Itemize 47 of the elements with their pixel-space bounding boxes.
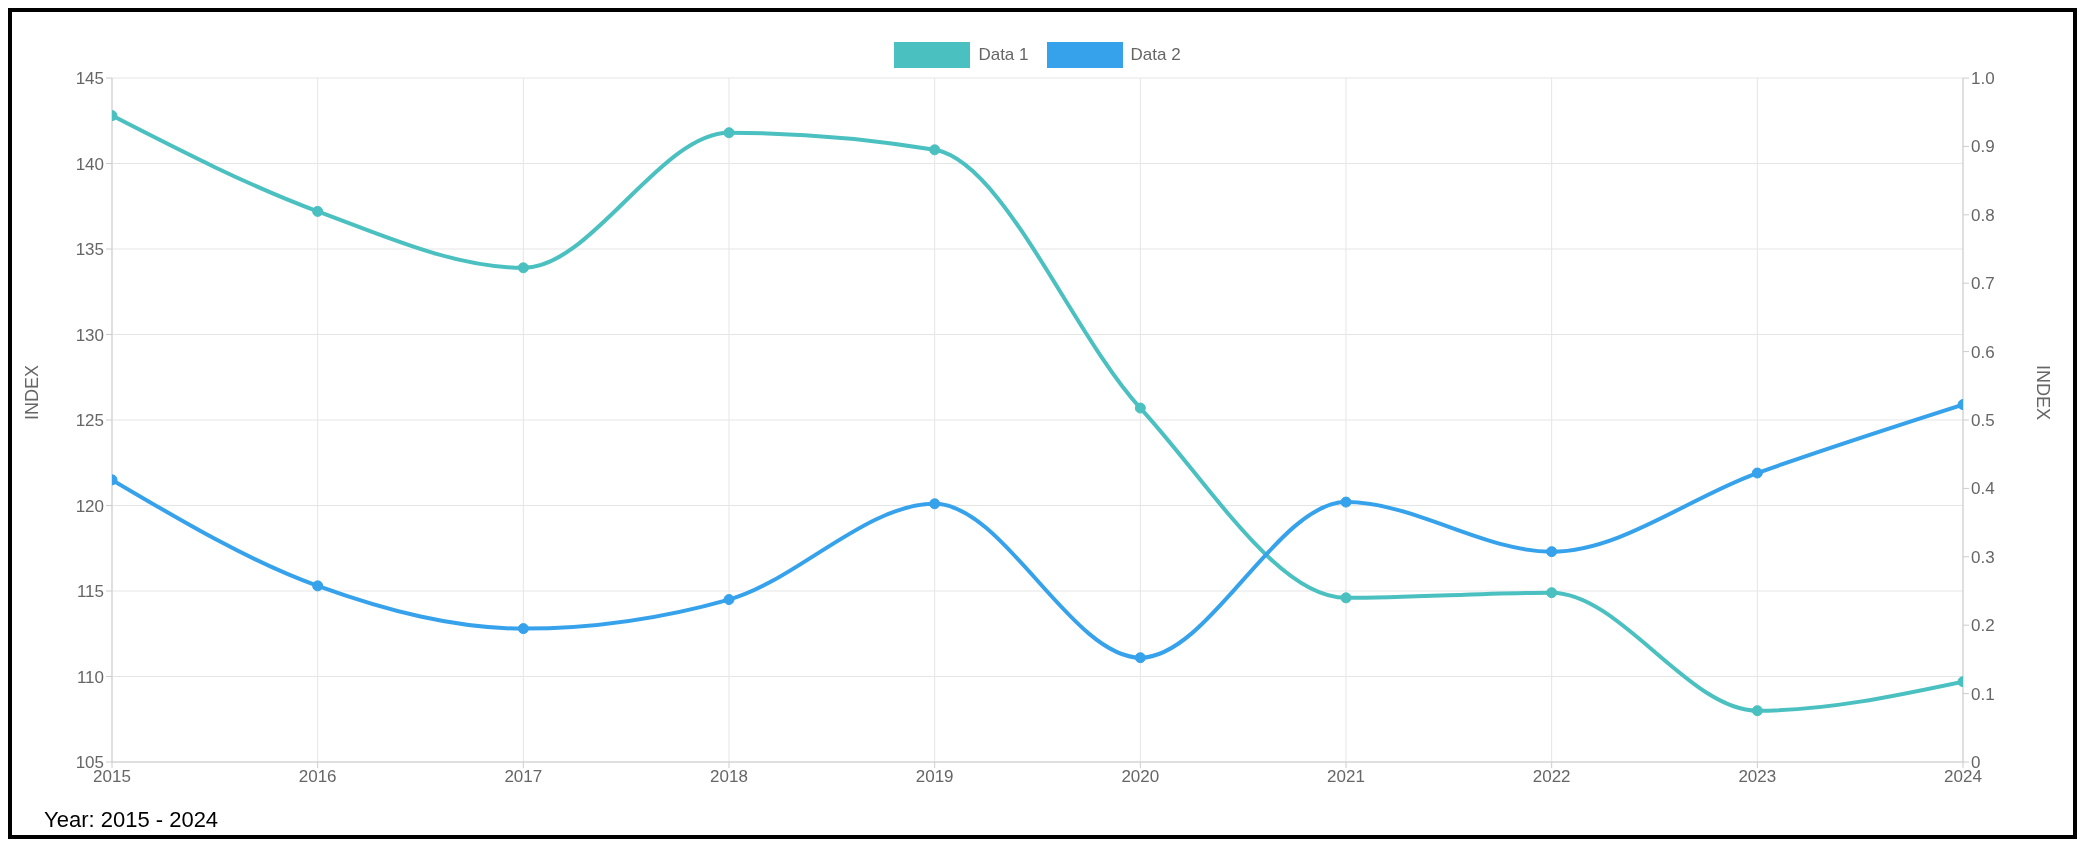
point — [1546, 546, 1558, 558]
x-tick-label: 2016 — [298, 767, 337, 787]
y2-tick-label: 0.4 — [1971, 479, 1995, 499]
x-tick-label: 2019 — [915, 767, 954, 787]
y2-tick-label: 0.7 — [1971, 274, 1995, 294]
point — [723, 594, 735, 606]
x-tick-label: 2020 — [1121, 767, 1160, 787]
y-tick-label: 115 — [76, 582, 104, 602]
point — [1546, 587, 1558, 599]
y2-tick-label: 0.1 — [1971, 684, 1995, 704]
text: Year: 2015 - 2024 — [44, 807, 219, 833]
y-tick-label: 130 — [75, 325, 104, 345]
y2-tick-label: 0.2 — [1971, 616, 1995, 636]
x-tick-label: 2022 — [1532, 767, 1571, 787]
y2-axis-title: INDEX — [2032, 364, 2053, 420]
x-tick-label: 2018 — [710, 767, 748, 787]
y2-tick-label: 0.9 — [1971, 137, 1995, 157]
point — [929, 498, 941, 510]
point — [1134, 402, 1146, 414]
y-tick-label: 110 — [76, 667, 104, 687]
point — [312, 580, 324, 592]
point — [929, 144, 941, 156]
point — [517, 262, 529, 274]
y-tick-label: 135 — [75, 240, 104, 260]
point — [517, 623, 529, 635]
y-tick-label: 125 — [75, 411, 104, 431]
point — [723, 127, 735, 139]
y-tick-label: 120 — [75, 496, 104, 516]
x-tick-label: 2023 — [1738, 767, 1777, 787]
legend-label: Data 2 — [1130, 45, 1181, 65]
y2-tick-label: 0.5 — [1971, 411, 1995, 431]
point — [1340, 496, 1352, 508]
legend-label: Data 1 — [978, 45, 1029, 65]
x-tick-label: 2017 — [504, 767, 543, 787]
x-tick-label: 2021 — [1327, 767, 1365, 787]
y2-tick-label: 0.6 — [1971, 342, 1995, 362]
point — [1134, 652, 1146, 664]
point — [312, 205, 324, 217]
point — [1340, 592, 1352, 604]
y-axis-title: INDEX — [22, 364, 43, 420]
y2-tick-label: 0.8 — [1971, 205, 1995, 225]
y2-tick-label: 0.3 — [1971, 547, 1995, 567]
point — [1751, 467, 1763, 479]
y-tick-label: 145 — [75, 69, 104, 89]
point — [1751, 705, 1763, 717]
y2-tick-label: 1.0 — [1971, 69, 1995, 89]
y-tick-label: 140 — [75, 154, 104, 174]
